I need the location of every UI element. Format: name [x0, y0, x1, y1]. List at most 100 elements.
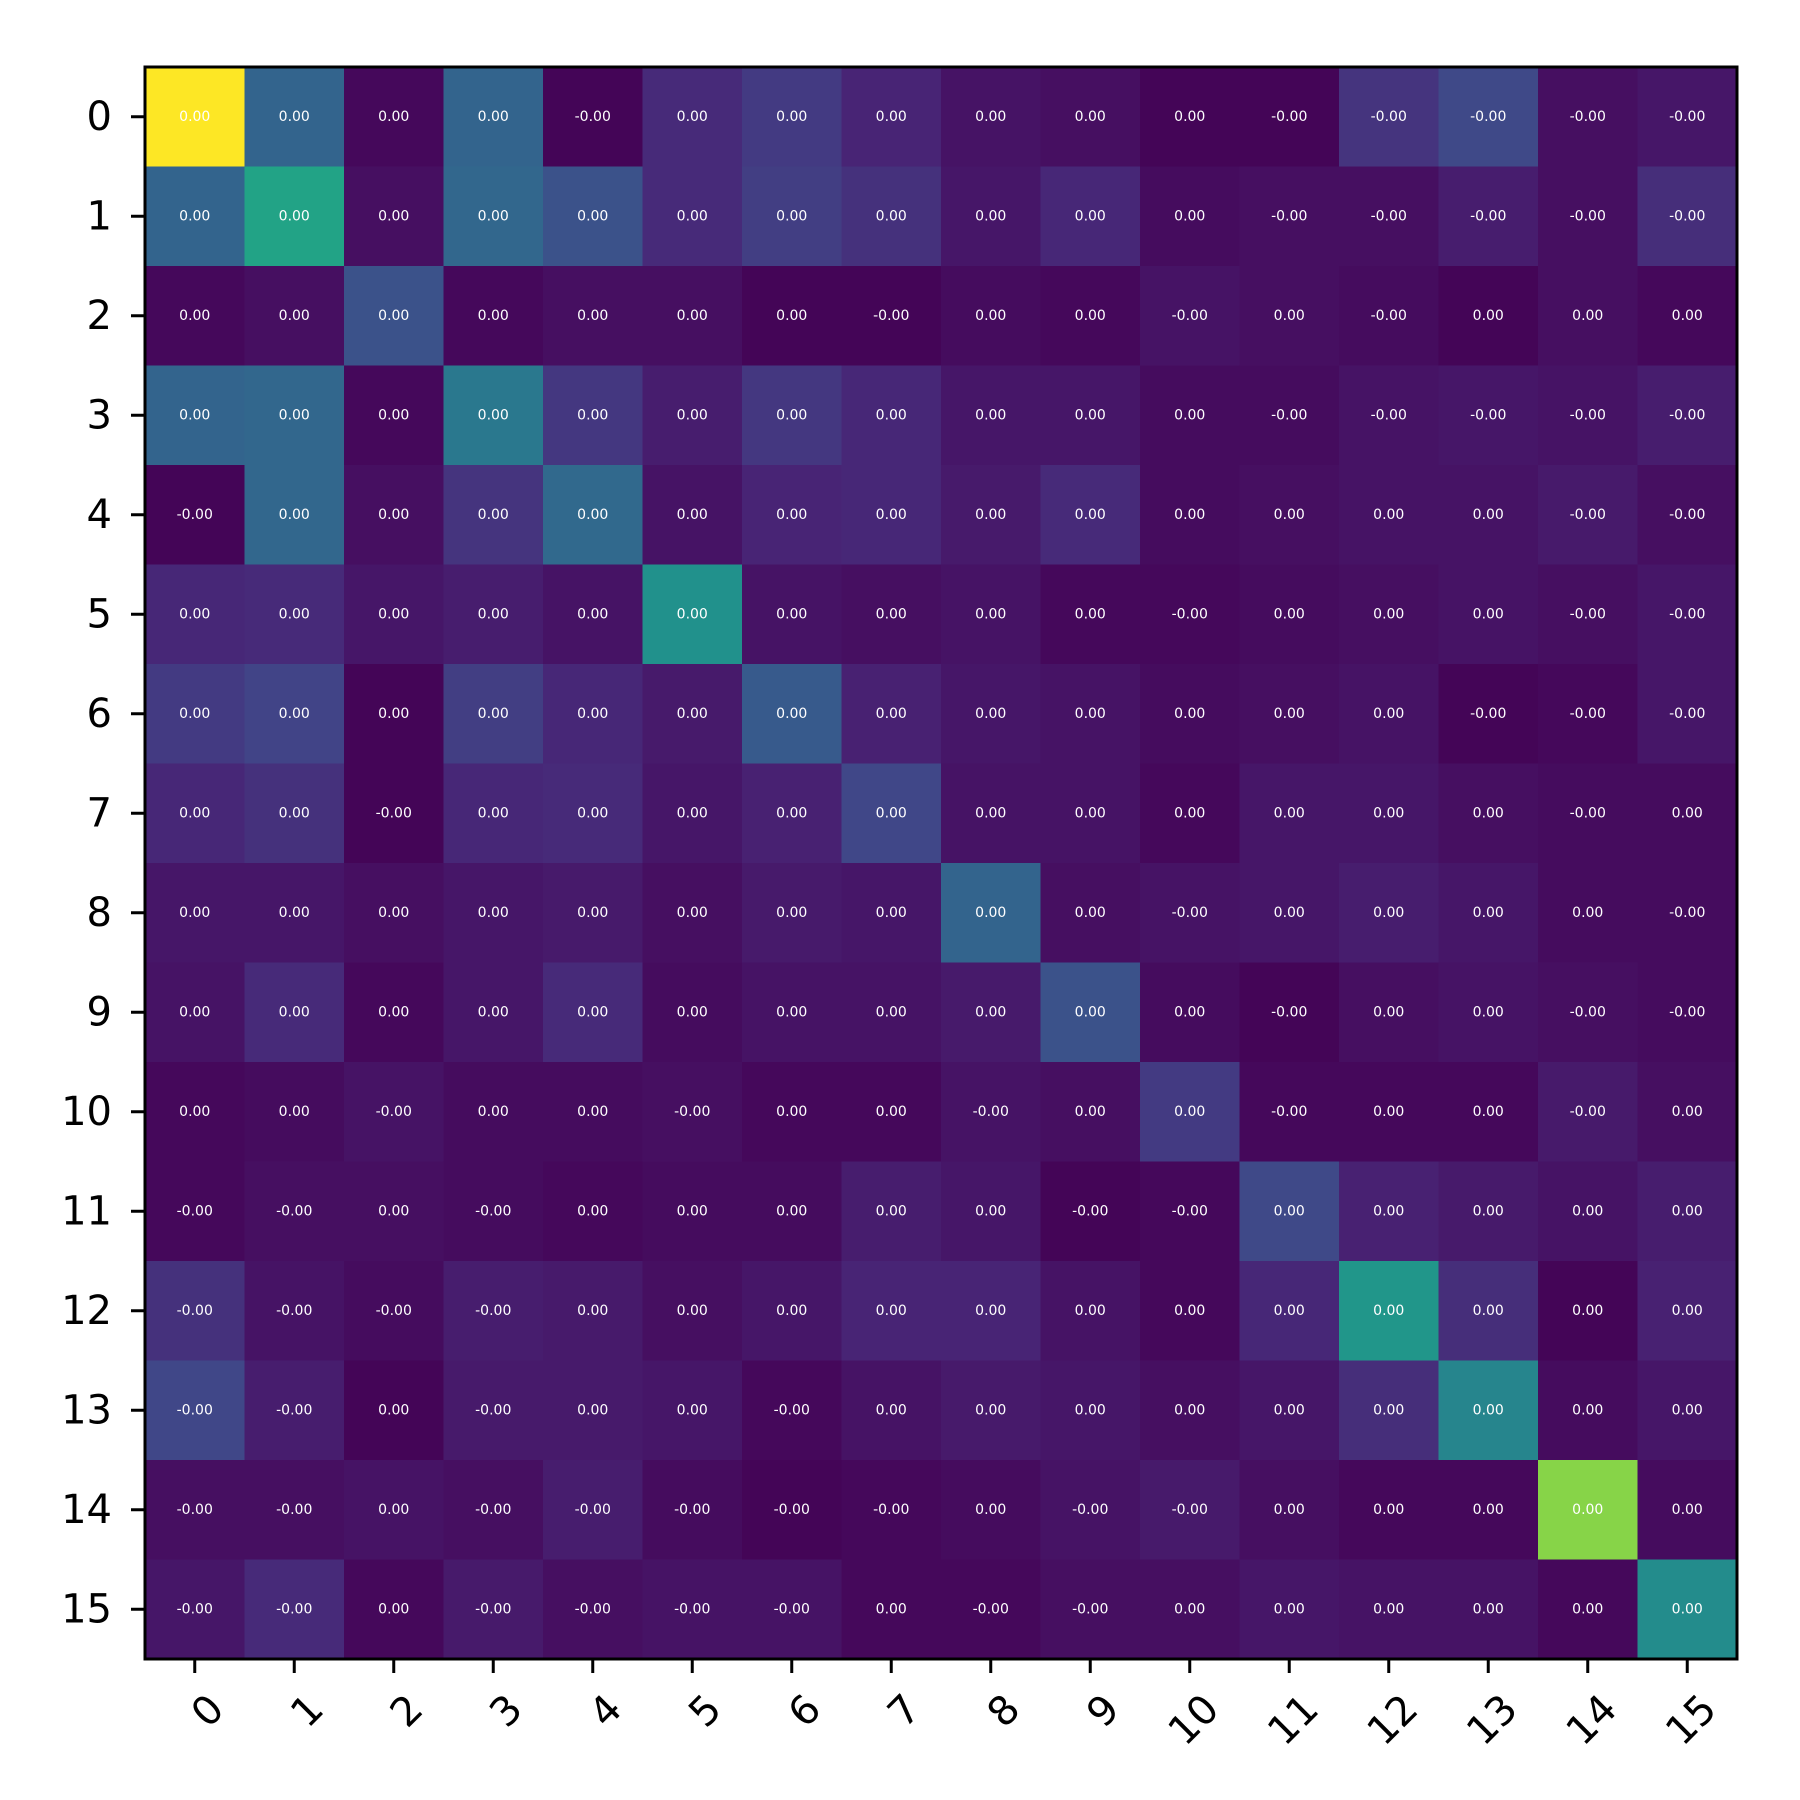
cell-value-label: 0.00: [1274, 905, 1305, 921]
cell-value-label: -0.00: [973, 1104, 1009, 1120]
cell-value-label: 0.00: [378, 507, 409, 523]
heatmap-cell: [443, 1460, 544, 1560]
heatmap-cell: [145, 266, 245, 366]
heatmap-cell: [742, 1559, 842, 1660]
cell-value-label: -0.00: [1669, 1004, 1705, 1020]
heatmap-cell: [941, 365, 1041, 466]
cell-value-label: 0.00: [1274, 1303, 1305, 1319]
cell-value-label: 0.00: [1672, 1104, 1703, 1120]
cell-value-label: 0.00: [1174, 1402, 1205, 1418]
heatmap-cell: [244, 1261, 345, 1361]
heatmap-cell: [1140, 1460, 1240, 1560]
cell-value-label: 0.00: [876, 407, 907, 423]
cell-value-label: 0.00: [1075, 109, 1106, 125]
cell-value-label: -0.00: [1669, 606, 1705, 622]
heatmap-cell: [443, 962, 544, 1063]
heatmap-cell: [1040, 962, 1141, 1063]
heatmap-cell: [642, 1261, 743, 1361]
cell-value-label: 0.00: [1672, 1601, 1703, 1617]
heatmap-cell: [145, 465, 245, 565]
cell-value-label: -0.00: [1669, 905, 1705, 921]
heatmap-cell: [344, 664, 444, 764]
heatmap-cell: [1040, 67, 1141, 167]
cell-value-label: -0.00: [1470, 109, 1506, 125]
cell-value-label: 0.00: [1075, 1004, 1106, 1020]
heatmap-cell: [543, 962, 643, 1063]
cell-value-label: -0.00: [674, 1502, 710, 1518]
heatmap-cell: [642, 166, 743, 267]
cell-value-label: -0.00: [1470, 208, 1506, 224]
cell-value-label: 0.00: [1373, 1203, 1404, 1219]
heatmap-cell: [145, 564, 245, 665]
heatmap-cell: [941, 1559, 1041, 1660]
heatmap-cell: [344, 365, 444, 466]
cell-value-label: 0.00: [478, 706, 509, 722]
heatmap-cell: [443, 763, 544, 864]
heatmap-cell: [443, 166, 544, 267]
cell-value-label: 0.00: [1274, 1601, 1305, 1617]
heatmap-cell: [1438, 465, 1539, 565]
heatmap-cell: [1239, 1261, 1340, 1361]
heatmap-cell: [443, 1360, 544, 1461]
heatmap-cell: [1339, 266, 1439, 366]
cell-value-label: 0.00: [1473, 1203, 1504, 1219]
heatmap-cell: [1040, 763, 1141, 864]
heatmap-cell: [543, 763, 643, 864]
cell-value-label: 0.00: [378, 606, 409, 622]
y-tick-label: 2: [87, 293, 112, 339]
cell-value-label: 0.00: [1473, 1303, 1504, 1319]
heatmap-cell: [145, 1261, 245, 1361]
heatmap-cell: [742, 1062, 842, 1162]
heatmap-cell: [1239, 1062, 1340, 1162]
cell-value-label: 0.00: [1373, 706, 1404, 722]
heatmap-cell: [344, 1062, 444, 1162]
heatmap-cell: [145, 1360, 245, 1461]
cell-value-label: 0.00: [1075, 805, 1106, 821]
cell-value-label: -0.00: [1371, 208, 1407, 224]
heatmap-cell: [443, 1261, 544, 1361]
cell-value-label: 0.00: [876, 606, 907, 622]
cell-value-label: -0.00: [1470, 706, 1506, 722]
cell-value-label: -0.00: [177, 1502, 213, 1518]
heatmap-cell: [1339, 664, 1439, 764]
cell-value-label: -0.00: [1669, 109, 1705, 125]
heatmap-cell: [244, 166, 345, 267]
heatmap-cell: [244, 564, 345, 665]
cell-value-label: 0.00: [876, 805, 907, 821]
heatmap-cell: [344, 962, 444, 1063]
heatmap-cell: [543, 1360, 643, 1461]
heatmap-cell: [1438, 863, 1539, 963]
heatmap-cell: [1040, 465, 1141, 565]
cell-value-label: 0.00: [1373, 905, 1404, 921]
cell-value-label: 0.00: [478, 905, 509, 921]
y-tick-label: 11: [61, 1188, 112, 1234]
cell-value-label: -0.00: [674, 1601, 710, 1617]
heatmap-cell: [742, 1261, 842, 1361]
heatmap-cell: [642, 763, 743, 864]
cell-value-label: -0.00: [177, 1601, 213, 1617]
cell-value-label: 0.00: [1473, 805, 1504, 821]
cell-value-label: 0.00: [1373, 1004, 1404, 1020]
cell-value-label: 0.00: [478, 308, 509, 324]
cell-value-label: -0.00: [1570, 805, 1606, 821]
cell-value-label: 0.00: [1373, 1502, 1404, 1518]
cell-value-label: 0.00: [876, 1601, 907, 1617]
heatmap-cell: [344, 1261, 444, 1361]
cell-value-label: 0.00: [279, 1104, 310, 1120]
heatmap-cell: [1040, 564, 1141, 665]
cell-value-label: 0.00: [1572, 1502, 1603, 1518]
heatmap-cell: [841, 1460, 942, 1560]
cell-value-label: 0.00: [1274, 805, 1305, 821]
cell-value-label: 0.00: [179, 1104, 210, 1120]
heatmap-cell: [344, 67, 444, 167]
cell-value-label: 0.00: [1174, 109, 1205, 125]
cell-value-label: 0.00: [975, 507, 1006, 523]
cell-value-label: -0.00: [276, 1203, 312, 1219]
y-tick-label: 15: [61, 1586, 112, 1632]
cell-value-label: 0.00: [179, 109, 210, 125]
heatmap-cell: [1239, 1460, 1340, 1560]
cell-value-label: -0.00: [1570, 1004, 1606, 1020]
heatmap-cell: [841, 365, 942, 466]
heatmap-cell: [742, 365, 842, 466]
